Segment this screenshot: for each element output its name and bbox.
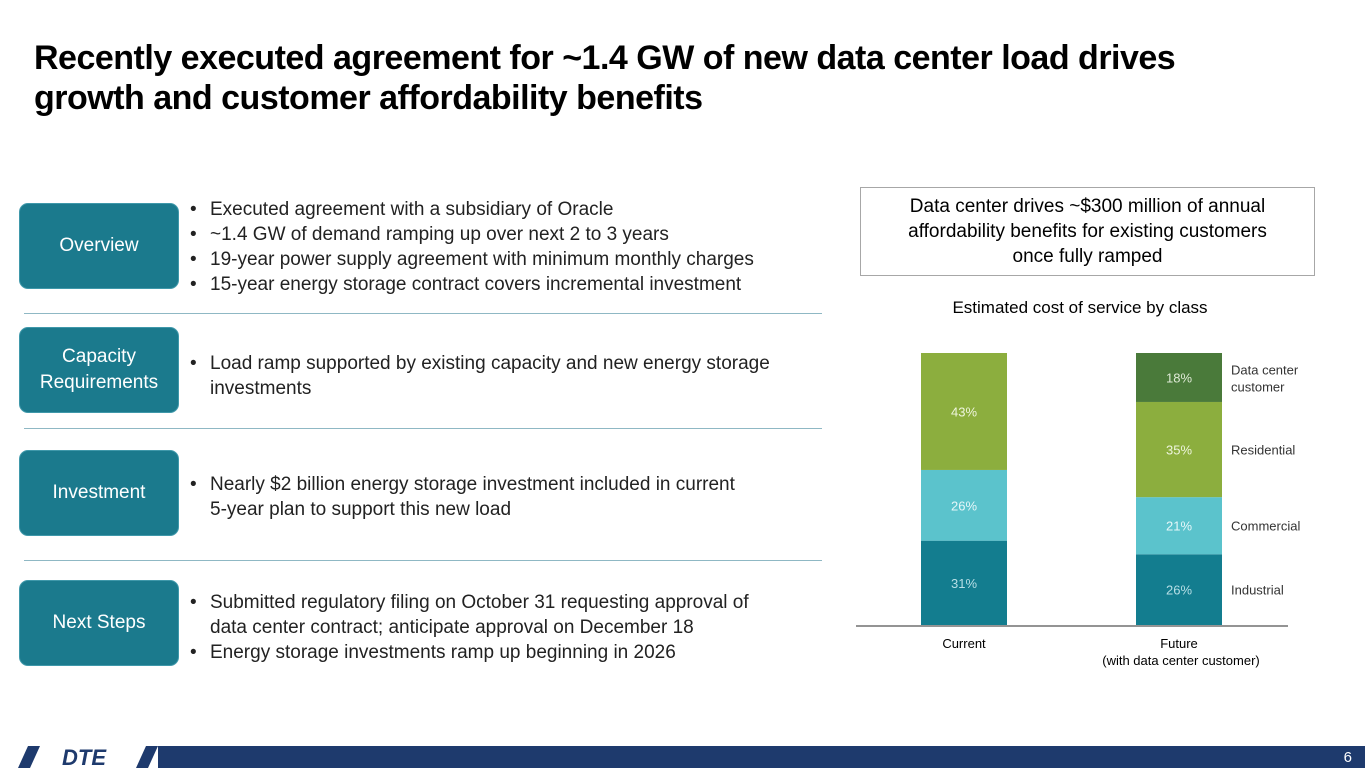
bar-segment-residential <box>921 353 1007 470</box>
bullet-item: Submitted regulatory filing on October 3… <box>190 590 749 640</box>
capacity-bullets: Load ramp supported by existing capacity… <box>190 351 770 401</box>
bullet-item: Executed agreement with a subsidiary of … <box>190 197 754 222</box>
chart-title: Estimated cost of service by class <box>952 298 1207 317</box>
bullet-item: ~1.4 GW of demand ramping up over next 2… <box>190 222 754 247</box>
x-tick-label: Current <box>942 636 986 651</box>
bullet-item: Nearly $2 billion energy storage investm… <box>190 472 735 522</box>
bullet-item: 15-year energy storage contract covers i… <box>190 272 754 297</box>
x-tick-label: Future <box>1160 636 1198 651</box>
legend-label: Industrial <box>1231 583 1284 598</box>
x-tick-sublabel: (with data center customer) <box>1102 653 1260 668</box>
bullet-item: 19-year power supply agreement with mini… <box>190 247 754 272</box>
overview-label: Overview <box>19 203 179 289</box>
bar-data-label: 18% <box>1166 370 1192 385</box>
section-divider <box>24 428 822 429</box>
bullet-item: Energy storage investments ramp up begin… <box>190 640 749 665</box>
capacity-requirements-label: Capacity Requirements <box>19 327 179 413</box>
page-title: Recently executed agreement for ~1.4 GW … <box>34 39 1176 117</box>
next-steps-bullets: Submitted regulatory filing on October 3… <box>190 590 749 665</box>
bar-segment-industrial <box>1136 554 1222 625</box>
page-number: 6 <box>1343 749 1352 766</box>
legend-label: Residential <box>1231 443 1295 458</box>
section-divider <box>24 313 822 314</box>
dte-logo-text: DTE <box>62 746 107 768</box>
bar-segment-commercial <box>921 469 1007 541</box>
overview-bullets: Executed agreement with a subsidiary of … <box>190 197 754 297</box>
footer-logo-area <box>0 746 158 768</box>
bar-data-label: 43% <box>951 404 977 419</box>
bar-segment-industrial <box>921 540 1007 625</box>
affordability-callout: Data center drives ~$300 million of annu… <box>860 187 1315 276</box>
investment-bullets: Nearly $2 billion energy storage investm… <box>190 472 735 522</box>
bullet-item: Load ramp supported by existing capacity… <box>190 351 770 401</box>
legend-label: Data center <box>1231 362 1299 377</box>
section-divider <box>24 560 822 561</box>
bar-data-label: 31% <box>951 576 977 591</box>
bar-segment-commercial <box>1136 497 1222 555</box>
footer-bar <box>0 746 1365 768</box>
bar-segment-residential <box>1136 401 1222 498</box>
dte-logo: DTE <box>18 746 158 768</box>
bar-data-label: 26% <box>951 498 977 513</box>
bar-data-label: 21% <box>1166 519 1192 534</box>
investment-label: Investment <box>19 450 179 536</box>
next-steps-label: Next Steps <box>19 580 179 666</box>
bar-data-label: 35% <box>1166 443 1192 458</box>
bar-data-label: 26% <box>1166 583 1192 598</box>
legend-label: Commercial <box>1231 519 1300 534</box>
bar-segment-data-center-customer <box>1136 353 1222 402</box>
legend-label: customer <box>1231 379 1285 394</box>
cost-of-service-chart: Estimated cost of service by class 31% 26%… <box>856 298 1300 668</box>
